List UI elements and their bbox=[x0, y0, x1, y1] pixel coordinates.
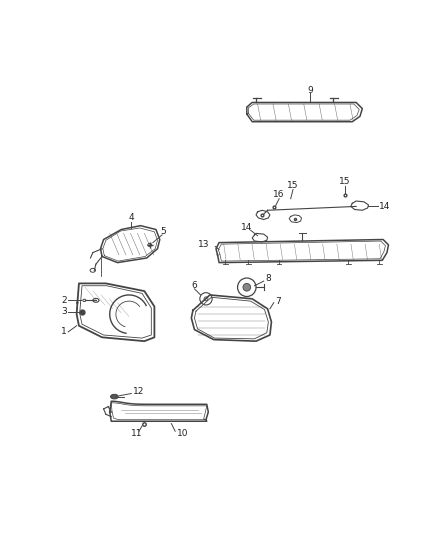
Ellipse shape bbox=[83, 299, 86, 302]
Text: 1: 1 bbox=[61, 327, 67, 336]
Text: 7: 7 bbox=[276, 297, 281, 305]
Text: 15: 15 bbox=[287, 181, 299, 190]
Text: 14: 14 bbox=[379, 202, 391, 211]
Circle shape bbox=[243, 284, 251, 291]
Text: 8: 8 bbox=[265, 273, 271, 282]
Text: 11: 11 bbox=[131, 429, 142, 438]
Text: 12: 12 bbox=[133, 387, 144, 395]
Text: 15: 15 bbox=[339, 177, 350, 186]
Text: 10: 10 bbox=[177, 429, 189, 438]
Text: 6: 6 bbox=[191, 281, 198, 290]
Text: 9: 9 bbox=[307, 86, 313, 95]
Text: 5: 5 bbox=[161, 227, 166, 236]
Text: 14: 14 bbox=[241, 223, 252, 232]
Ellipse shape bbox=[110, 394, 118, 399]
Text: 13: 13 bbox=[198, 240, 210, 249]
Text: 16: 16 bbox=[273, 190, 285, 199]
Text: 3: 3 bbox=[61, 308, 67, 317]
Text: 2: 2 bbox=[61, 296, 67, 305]
Text: 4: 4 bbox=[128, 213, 134, 222]
